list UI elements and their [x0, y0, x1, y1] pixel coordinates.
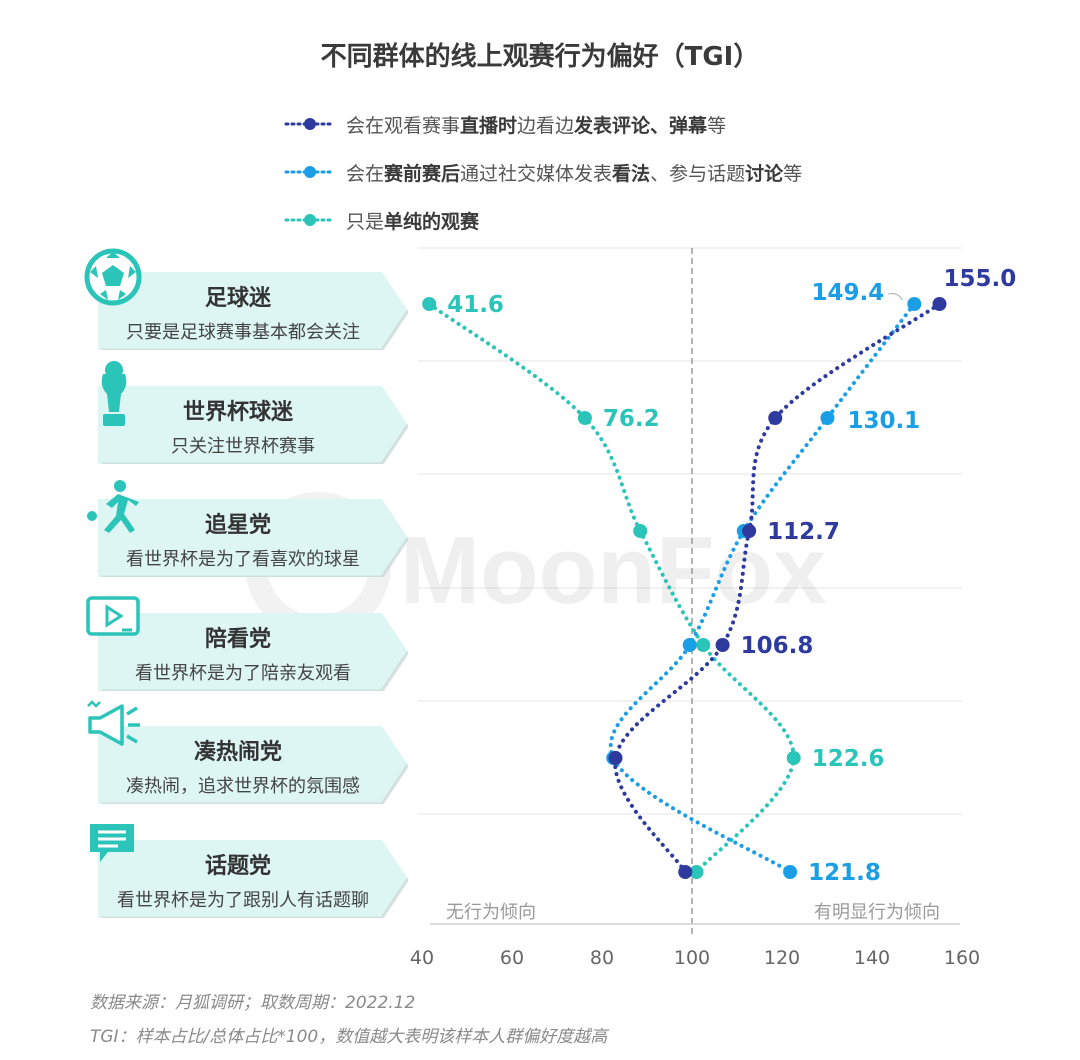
data-point: [820, 411, 835, 425]
category-name: 话题党: [204, 854, 271, 879]
data-label: 122.6: [812, 746, 885, 772]
category-desc: 看世界杯是为了看喜欢的球星: [126, 549, 360, 570]
right-note: 有明显行为倾向: [814, 902, 940, 923]
football-icon: [84, 248, 142, 310]
card-background: [98, 840, 408, 918]
x-tick-label: 160: [944, 947, 980, 969]
category-card: 足球迷 只要是足球赛事基本都会关注: [98, 272, 408, 350]
data-label: 149.4: [812, 280, 885, 306]
x-tick-label: 100: [674, 947, 710, 969]
card-background: [98, 613, 408, 691]
data-point: [422, 297, 437, 311]
category-card: 凑热闹党 凑热闹，追求世界杯的氛围感: [98, 726, 408, 804]
data-point: [608, 751, 623, 765]
data-point: [696, 638, 711, 652]
megaphone-icon: [86, 700, 148, 754]
data-point: [577, 411, 592, 425]
x-tick-label: 120: [764, 947, 800, 969]
category-name: 凑热闹党: [193, 740, 282, 765]
category-card: 世界杯球迷 只关注世界杯赛事: [98, 386, 408, 464]
x-tick-label: 140: [854, 947, 890, 969]
category-desc: 凑热闹，追求世界杯的氛围感: [126, 776, 360, 797]
left-note: 无行为倾向: [446, 902, 536, 923]
category-card: 追星党 看世界杯是为了看喜欢的球星: [98, 499, 408, 577]
series-line: [608, 302, 917, 874]
card-background: [98, 726, 408, 804]
footer-note: TGI：样本占比/总体占比*100，数值越大表明该样本人群偏好度越高: [90, 1027, 608, 1047]
category-desc: 看世界杯是为了跟别人有话题聊: [117, 890, 369, 911]
legend-item-live-comment: 会在观看赛事直播时边看边发表评论、弹幕等: [284, 100, 802, 148]
data-label: 112.7: [767, 519, 840, 545]
data-point: [768, 411, 783, 425]
chart-title: 不同群体的线上观赛行为偏好（TGI）: [320, 42, 760, 72]
data-label: 130.1: [847, 408, 920, 434]
category-name: 足球迷: [204, 286, 271, 311]
category-name: 追星党: [204, 513, 271, 538]
video-play-icon: [86, 596, 140, 646]
category-card: 话题党 看世界杯是为了跟别人有话题聊: [98, 840, 408, 918]
data-label: 76.2: [603, 406, 660, 432]
data-point: [633, 524, 648, 538]
footer-source: 数据来源：月狐调研；取数周期：2022.12: [90, 993, 416, 1013]
x-tick-label: 40: [410, 947, 434, 969]
axis-notes: 无行为倾向 有明显行为倾向: [430, 902, 960, 925]
series-0: 155.0 112.7 106.8: [608, 266, 1017, 879]
data-label: 121.8: [808, 860, 881, 886]
category-desc: 只关注世界杯赛事: [171, 436, 315, 457]
legend-text: 会在观看赛事直播时边看边发表评论、弹幕等: [346, 114, 727, 137]
watermark-text: MoonFox: [400, 517, 827, 624]
series-layer: 41.6 76.2 122.6 149.4 130.1 121.8 155.0 112.7 10…: [422, 266, 1016, 886]
x-tick-label: 60: [500, 947, 524, 969]
data-point: [682, 638, 697, 652]
category-desc: 看世界杯是为了陪亲友观看: [135, 663, 351, 684]
x-axis: 40 60 80 100 120 140 160: [410, 947, 980, 969]
legend-text: 只是单纯的观赛: [346, 210, 480, 233]
legend-item-just-watch: 只是单纯的观赛: [284, 196, 802, 244]
legend-marker: [284, 166, 334, 178]
legend-text: 会在赛前赛后通过社交媒体发表看法、参与话题讨论等: [346, 162, 803, 185]
legend-marker: [284, 118, 334, 130]
category-desc: 只要是足球赛事基本都会关注: [126, 322, 360, 343]
card-background: [98, 386, 408, 464]
data-point: [786, 751, 801, 765]
category-name: 世界杯球迷: [182, 400, 293, 425]
data-point: [715, 638, 730, 652]
series-2: 41.6 76.2 122.6: [422, 292, 884, 879]
data-label: 106.8: [741, 633, 814, 659]
data-point: [783, 865, 798, 879]
data-point: [742, 524, 757, 538]
series-line: [427, 302, 796, 874]
data-label: 155.0: [944, 266, 1017, 292]
x-tick-label: 80: [590, 947, 614, 969]
data-point: [678, 865, 693, 879]
data-point: [932, 297, 947, 311]
player-icon: [84, 478, 142, 540]
data-label: 41.6: [447, 292, 504, 318]
category-card: 陪看党 看世界杯是为了陪亲友观看: [98, 613, 408, 691]
legend-marker: [284, 214, 334, 226]
trophy-icon: [97, 360, 131, 434]
data-point: [907, 297, 922, 311]
card-background: [98, 499, 408, 577]
card-background: [98, 272, 408, 350]
series-line: [613, 302, 942, 874]
series-1: 149.4 130.1 121.8: [606, 280, 922, 886]
chat-bubble-icon: [88, 822, 136, 868]
data-point: [689, 865, 704, 879]
gridlines: [418, 247, 962, 815]
category-name: 陪看党: [204, 627, 271, 652]
legend-item-social-media: 会在赛前赛后通过社交媒体发表看法、参与话题讨论等: [284, 148, 802, 196]
label-leader: [888, 293, 903, 301]
legend: 会在观看赛事直播时边看边发表评论、弹幕等 会在赛前赛后通过社交媒体发表看法、参与…: [284, 100, 802, 244]
